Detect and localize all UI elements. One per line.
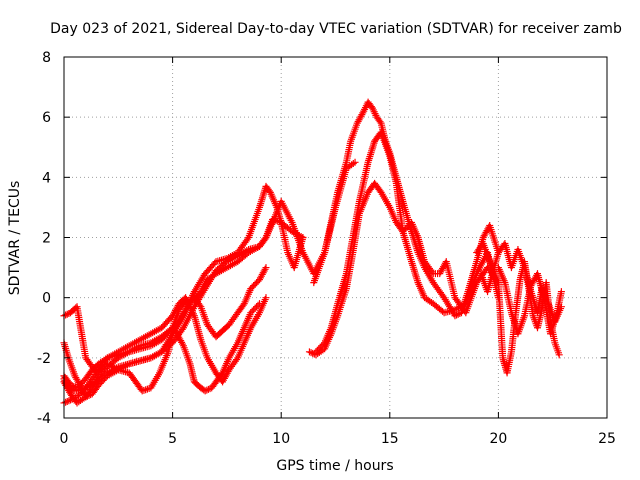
data-point (203, 386, 211, 394)
x-tick-labels: 0 5 10 15 20 25 (60, 431, 616, 447)
data-point (262, 294, 270, 302)
data-points (60, 98, 565, 407)
data-point (196, 301, 204, 309)
data-point (451, 312, 459, 320)
data-point (243, 235, 251, 243)
series-track-11 (477, 240, 565, 326)
y-axis-label: SDTVAR / TECUs (7, 181, 23, 296)
axis-ticks (63, 56, 608, 419)
data-point (305, 348, 313, 356)
data-point (62, 311, 70, 319)
data-point (359, 109, 367, 117)
data-point (201, 387, 209, 395)
data-point (64, 384, 72, 392)
data-point (262, 264, 270, 272)
x-tick-label: 0 (60, 431, 69, 447)
data-point (376, 118, 384, 126)
y-tick-labels: -4 -2 0 2 4 6 8 (37, 50, 51, 427)
data-point (63, 397, 71, 405)
x-tick-label: 25 (598, 431, 616, 447)
chart-title: Day 023 of 2021, Sidereal Day-to-day VTE… (50, 21, 622, 37)
data-point (453, 311, 461, 319)
data-point (555, 351, 563, 359)
data-point (66, 385, 74, 393)
data-point (178, 325, 186, 333)
data-point (299, 234, 307, 241)
data-point (62, 398, 70, 406)
x-tick-label: 10 (272, 431, 290, 447)
x-tick-label: 5 (168, 431, 177, 447)
data-point (454, 310, 462, 318)
x-tick-label: 20 (489, 431, 507, 447)
data-point (65, 397, 73, 405)
y-tick-label: -2 (37, 351, 51, 367)
x-axis-label: GPS time / hours (276, 458, 393, 474)
series-track-12 (494, 264, 565, 338)
data-point (351, 158, 359, 166)
data-point (261, 265, 269, 273)
data-point (307, 349, 315, 357)
y-tick-label: 4 (42, 170, 51, 186)
y-tick-label: 8 (42, 50, 51, 66)
data-point (63, 310, 71, 318)
y-tick-label: -4 (37, 411, 51, 427)
series-track-6 (60, 294, 270, 395)
data-point (204, 385, 212, 393)
y-tick-label: 6 (42, 110, 51, 126)
data-point (557, 288, 565, 296)
y-tick-label: 0 (42, 291, 51, 307)
y-tick-label: 2 (42, 231, 51, 247)
data-point (261, 235, 269, 243)
x-tick-label: 15 (381, 431, 399, 447)
data-point (68, 385, 76, 393)
data-point (179, 340, 187, 348)
data-point (233, 356, 241, 364)
